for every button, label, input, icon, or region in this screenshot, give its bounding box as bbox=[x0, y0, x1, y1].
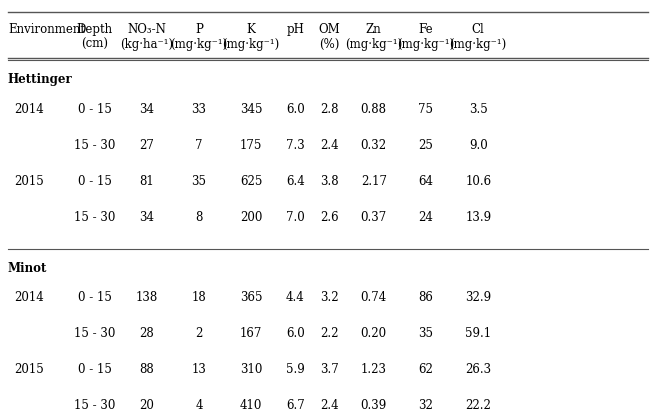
Text: 1.23: 1.23 bbox=[361, 362, 387, 375]
Text: 15 - 30: 15 - 30 bbox=[73, 326, 115, 339]
Text: 25: 25 bbox=[419, 138, 434, 151]
Text: 20: 20 bbox=[139, 398, 154, 411]
Text: 35: 35 bbox=[419, 326, 434, 339]
Text: Cl
(mg·kg⁻¹): Cl (mg·kg⁻¹) bbox=[449, 23, 507, 51]
Text: 18: 18 bbox=[192, 290, 207, 303]
Text: 75: 75 bbox=[419, 102, 434, 115]
Text: 59.1: 59.1 bbox=[465, 326, 491, 339]
Text: 88: 88 bbox=[139, 362, 154, 375]
Text: P
(mg·kg⁻¹): P (mg·kg⁻¹) bbox=[171, 23, 228, 51]
Text: 32.9: 32.9 bbox=[465, 290, 491, 303]
Text: K
(mg·kg⁻¹): K (mg·kg⁻¹) bbox=[222, 23, 280, 51]
Text: 33: 33 bbox=[192, 102, 207, 115]
Text: 625: 625 bbox=[240, 174, 262, 187]
Text: 2014: 2014 bbox=[14, 102, 44, 115]
Text: 365: 365 bbox=[240, 290, 262, 303]
Text: 3.8: 3.8 bbox=[320, 174, 339, 187]
Text: 24: 24 bbox=[419, 210, 434, 223]
Text: 3.2: 3.2 bbox=[320, 290, 339, 303]
Text: 15 - 30: 15 - 30 bbox=[73, 138, 115, 151]
Text: 22.2: 22.2 bbox=[465, 398, 491, 411]
Text: 8: 8 bbox=[195, 210, 203, 223]
Text: 2.4: 2.4 bbox=[320, 398, 339, 411]
Text: 0 - 15: 0 - 15 bbox=[77, 102, 112, 115]
Text: 27: 27 bbox=[139, 138, 154, 151]
Text: 2.2: 2.2 bbox=[320, 326, 339, 339]
Text: 13.9: 13.9 bbox=[465, 210, 491, 223]
Text: 0 - 15: 0 - 15 bbox=[77, 174, 112, 187]
Text: 310: 310 bbox=[240, 362, 262, 375]
Text: 138: 138 bbox=[136, 290, 158, 303]
Text: 0.37: 0.37 bbox=[361, 210, 387, 223]
Text: 34: 34 bbox=[139, 102, 154, 115]
Text: 2.4: 2.4 bbox=[320, 138, 339, 151]
Text: Zn
(mg·kg⁻¹): Zn (mg·kg⁻¹) bbox=[345, 23, 402, 51]
Text: Minot: Minot bbox=[8, 261, 47, 274]
Text: 2.6: 2.6 bbox=[320, 210, 339, 223]
Text: 35: 35 bbox=[192, 174, 207, 187]
Text: 0 - 15: 0 - 15 bbox=[77, 290, 112, 303]
Text: 345: 345 bbox=[240, 102, 262, 115]
Text: 3.5: 3.5 bbox=[469, 102, 487, 115]
Text: Environment: Environment bbox=[8, 23, 85, 36]
Text: OM
(%): OM (%) bbox=[319, 23, 340, 51]
Text: 0 - 15: 0 - 15 bbox=[77, 362, 112, 375]
Text: Depth
(cm): Depth (cm) bbox=[76, 23, 113, 51]
Text: 3.7: 3.7 bbox=[320, 362, 339, 375]
Text: Hettinger: Hettinger bbox=[8, 73, 73, 86]
Text: 6.0: 6.0 bbox=[286, 102, 305, 115]
Text: 62: 62 bbox=[419, 362, 434, 375]
Text: Fe
(mg·kg⁻¹): Fe (mg·kg⁻¹) bbox=[398, 23, 455, 51]
Text: 2: 2 bbox=[195, 326, 203, 339]
Text: 4.4: 4.4 bbox=[286, 290, 305, 303]
Text: 0.39: 0.39 bbox=[361, 398, 387, 411]
Text: 0.32: 0.32 bbox=[361, 138, 387, 151]
Text: 34: 34 bbox=[139, 210, 154, 223]
Text: 175: 175 bbox=[240, 138, 262, 151]
Text: 0.88: 0.88 bbox=[361, 102, 387, 115]
Text: 167: 167 bbox=[240, 326, 262, 339]
Text: 64: 64 bbox=[419, 174, 434, 187]
Text: 4: 4 bbox=[195, 398, 203, 411]
Text: 7.3: 7.3 bbox=[286, 138, 305, 151]
Text: 86: 86 bbox=[419, 290, 434, 303]
Text: 0.20: 0.20 bbox=[361, 326, 387, 339]
Text: 26.3: 26.3 bbox=[465, 362, 491, 375]
Text: 32: 32 bbox=[419, 398, 434, 411]
Text: 2015: 2015 bbox=[14, 362, 44, 375]
Text: 2.17: 2.17 bbox=[361, 174, 387, 187]
Text: 6.7: 6.7 bbox=[286, 398, 305, 411]
Text: 6.0: 6.0 bbox=[286, 326, 305, 339]
Text: 9.0: 9.0 bbox=[469, 138, 487, 151]
Text: 15 - 30: 15 - 30 bbox=[73, 210, 115, 223]
Text: 2014: 2014 bbox=[14, 290, 44, 303]
Text: 200: 200 bbox=[240, 210, 262, 223]
Text: 28: 28 bbox=[139, 326, 154, 339]
Text: 410: 410 bbox=[240, 398, 262, 411]
Text: 2.8: 2.8 bbox=[320, 102, 339, 115]
Text: 81: 81 bbox=[139, 174, 154, 187]
Text: 15 - 30: 15 - 30 bbox=[73, 398, 115, 411]
Text: 10.6: 10.6 bbox=[465, 174, 491, 187]
Text: 5.9: 5.9 bbox=[286, 362, 305, 375]
Text: NO₃-N
(kg·ha⁻¹): NO₃-N (kg·ha⁻¹) bbox=[120, 23, 173, 51]
Text: 0.74: 0.74 bbox=[361, 290, 387, 303]
Text: 6.4: 6.4 bbox=[286, 174, 305, 187]
Text: 13: 13 bbox=[192, 362, 207, 375]
Text: 7.0: 7.0 bbox=[286, 210, 305, 223]
Text: pH: pH bbox=[287, 23, 304, 36]
Text: 7: 7 bbox=[195, 138, 203, 151]
Text: 2015: 2015 bbox=[14, 174, 44, 187]
